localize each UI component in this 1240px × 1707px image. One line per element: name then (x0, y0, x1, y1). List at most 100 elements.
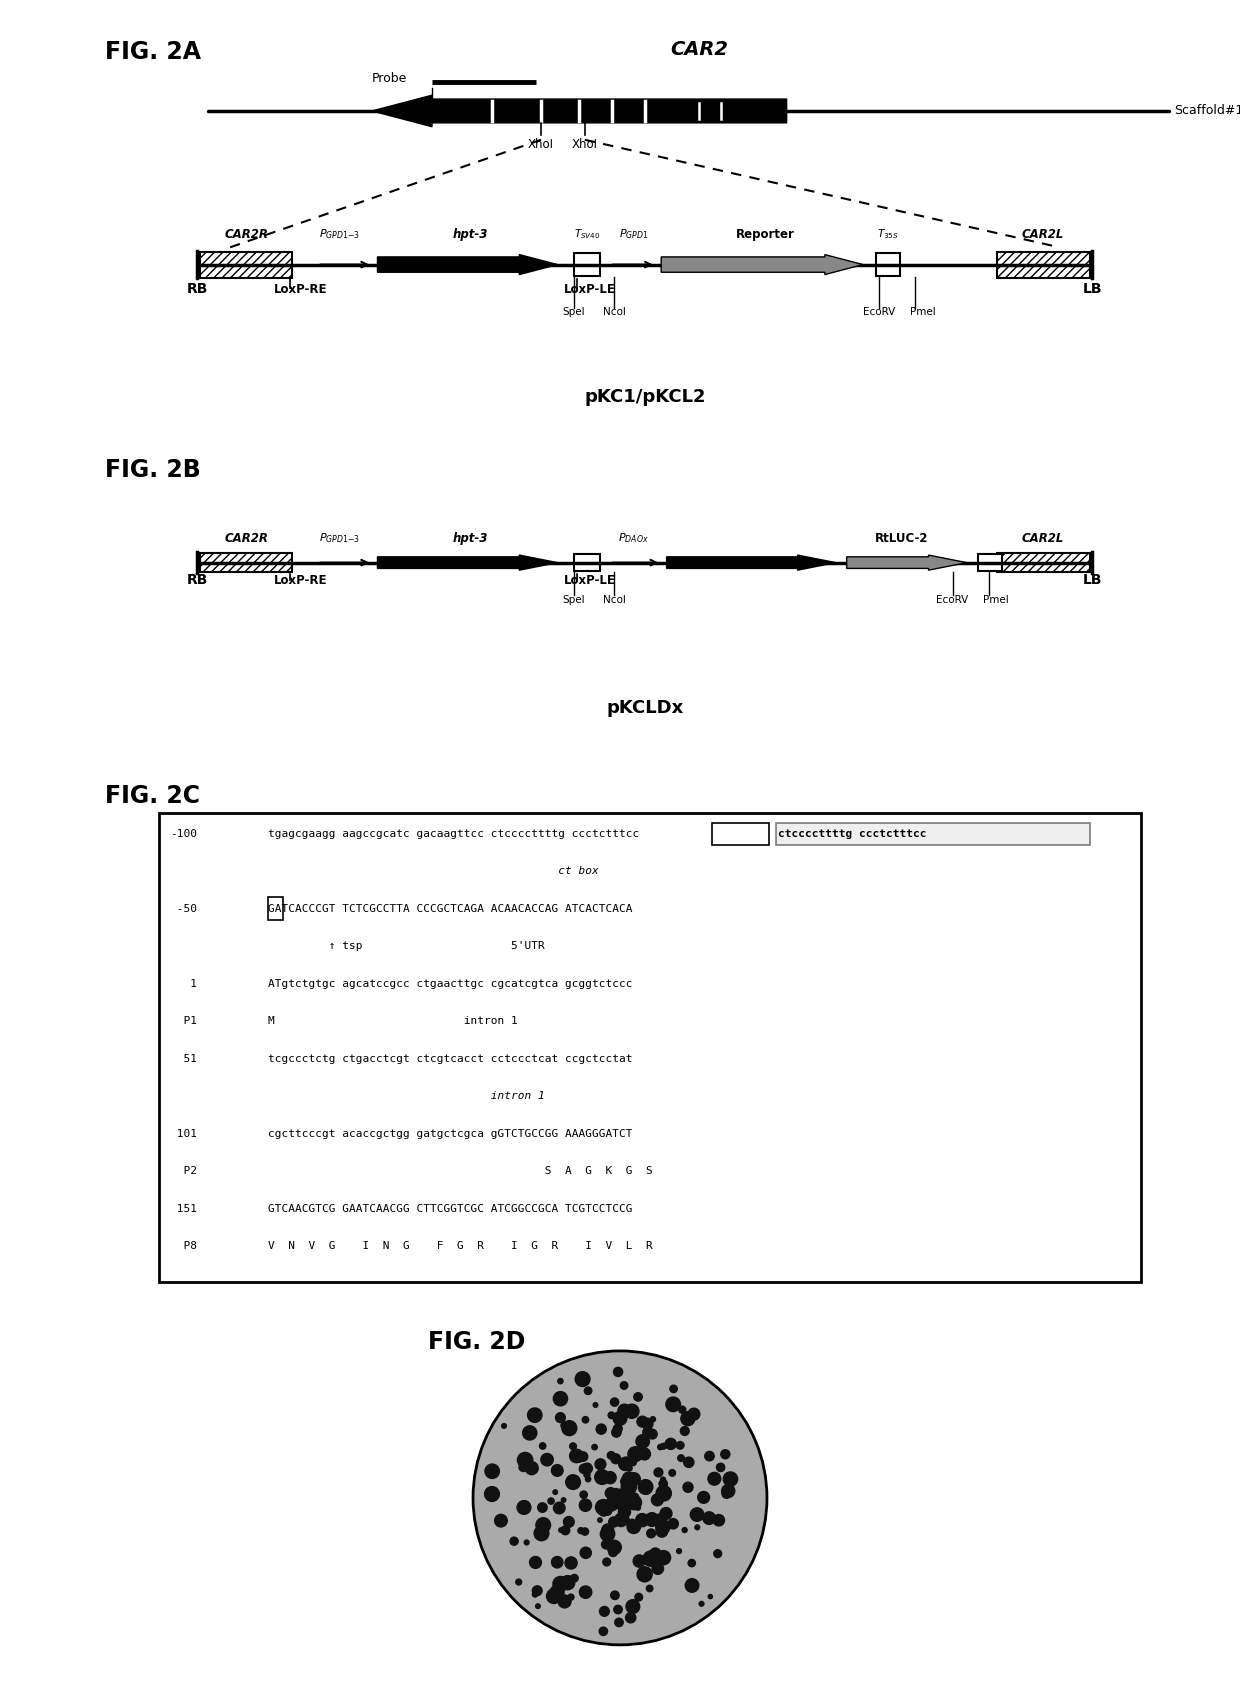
Circle shape (639, 1448, 651, 1459)
Circle shape (609, 1504, 615, 1509)
Circle shape (585, 1477, 590, 1482)
Circle shape (578, 1451, 588, 1461)
Circle shape (568, 1594, 574, 1599)
Text: LoxP-LE: LoxP-LE (564, 574, 616, 587)
Circle shape (527, 1408, 542, 1422)
Text: Scaffold#18: Scaffold#18 (1174, 104, 1240, 118)
Circle shape (635, 1446, 644, 1456)
Text: LoxP-LE: LoxP-LE (564, 283, 616, 297)
Circle shape (678, 1407, 686, 1413)
Text: hpt-3: hpt-3 (453, 531, 487, 545)
Circle shape (604, 1507, 611, 1516)
Circle shape (582, 1528, 589, 1535)
Circle shape (665, 1439, 676, 1449)
Circle shape (682, 1528, 687, 1533)
Circle shape (616, 1499, 630, 1511)
Circle shape (615, 1512, 627, 1526)
Circle shape (708, 1473, 720, 1485)
Circle shape (614, 1412, 627, 1425)
Circle shape (552, 1558, 559, 1565)
Circle shape (553, 1502, 565, 1514)
Text: $P_{DAOx}$: $P_{DAOx}$ (619, 531, 650, 545)
Circle shape (657, 1514, 663, 1519)
Circle shape (601, 1524, 614, 1536)
Circle shape (635, 1506, 641, 1511)
Text: FIG. 2A: FIG. 2A (104, 39, 201, 63)
FancyArrow shape (377, 254, 558, 275)
Circle shape (553, 1391, 568, 1407)
Circle shape (714, 1550, 722, 1557)
Bar (997, 251, 1090, 278)
Circle shape (553, 1577, 568, 1591)
Circle shape (620, 1381, 627, 1389)
Circle shape (620, 1489, 631, 1499)
Circle shape (520, 1463, 527, 1471)
Circle shape (678, 1454, 684, 1461)
Circle shape (485, 1487, 500, 1502)
Circle shape (621, 1507, 629, 1514)
Circle shape (575, 1372, 590, 1386)
Text: NcoI: NcoI (603, 594, 626, 604)
Circle shape (656, 1526, 667, 1536)
Bar (574, 253, 600, 277)
Circle shape (510, 1536, 518, 1545)
Circle shape (580, 1490, 588, 1499)
Text: LB: LB (1083, 574, 1102, 587)
Text: CAR2L: CAR2L (1022, 227, 1064, 241)
Circle shape (560, 1576, 575, 1589)
Circle shape (611, 1454, 621, 1463)
Circle shape (625, 1613, 636, 1623)
Circle shape (661, 1477, 666, 1482)
Circle shape (615, 1618, 624, 1627)
Text: $P_{GPD1\mathit{-}3}$: $P_{GPD1\mathit{-}3}$ (319, 227, 360, 241)
Circle shape (722, 1485, 735, 1497)
Circle shape (639, 1480, 653, 1494)
Text: CAR2R: CAR2R (224, 531, 268, 545)
Text: 1: 1 (170, 978, 197, 988)
Text: pKC1/pKCL2: pKC1/pKCL2 (584, 387, 706, 406)
Circle shape (553, 1490, 558, 1494)
Circle shape (532, 1593, 538, 1598)
Text: EcoRV: EcoRV (863, 307, 895, 318)
Circle shape (608, 1412, 615, 1419)
Circle shape (686, 1579, 699, 1593)
Text: FIG. 2C: FIG. 2C (104, 785, 200, 809)
Circle shape (606, 1495, 621, 1509)
Circle shape (626, 1466, 632, 1471)
Circle shape (694, 1524, 699, 1529)
Circle shape (616, 1495, 627, 1507)
Circle shape (677, 1441, 684, 1449)
Circle shape (723, 1471, 738, 1487)
Bar (200, 553, 293, 572)
Circle shape (611, 1490, 625, 1504)
Circle shape (619, 1506, 631, 1518)
Circle shape (569, 1449, 583, 1463)
Circle shape (720, 1449, 730, 1459)
Text: CAR2: CAR2 (671, 39, 728, 60)
Text: GATCACCCGT TCTCGCCTTA CCCGCTCAGA ACAACACCAG ATCACTCACA: GATCACCCGT TCTCGCCTTA CCCGCTCAGA ACAACAC… (268, 905, 632, 913)
Text: $T_{SV40}$: $T_{SV40}$ (574, 227, 600, 241)
Circle shape (522, 1425, 537, 1441)
Circle shape (631, 1494, 639, 1500)
Circle shape (610, 1495, 621, 1507)
Circle shape (642, 1487, 650, 1494)
Bar (977, 555, 1002, 572)
Circle shape (691, 1507, 704, 1521)
Circle shape (580, 1547, 591, 1558)
Text: V  N  V  G    I  N  G    F  G  R    I  G  R    I  V  L  R: V N V G I N G F G R I G R I V L R (268, 1241, 653, 1251)
Text: RB: RB (187, 574, 208, 587)
Text: -100: -100 (170, 830, 197, 838)
Text: CAR2R: CAR2R (224, 227, 268, 241)
Circle shape (668, 1470, 676, 1477)
Circle shape (472, 1350, 768, 1646)
Bar (776, 823, 1090, 845)
FancyArrow shape (661, 254, 863, 275)
Bar (877, 253, 900, 277)
Circle shape (574, 1451, 585, 1461)
Circle shape (637, 1567, 652, 1582)
Circle shape (520, 1500, 529, 1511)
Text: LB: LB (1083, 282, 1102, 297)
Text: cgcttcccgt acaccgctgg gatgctcgca gGTCTGCCGG AAAGGGATCT: cgcttcccgt acaccgctgg gatgctcgca gGTCTGC… (268, 1128, 632, 1139)
Circle shape (552, 1557, 563, 1569)
Circle shape (652, 1564, 663, 1574)
